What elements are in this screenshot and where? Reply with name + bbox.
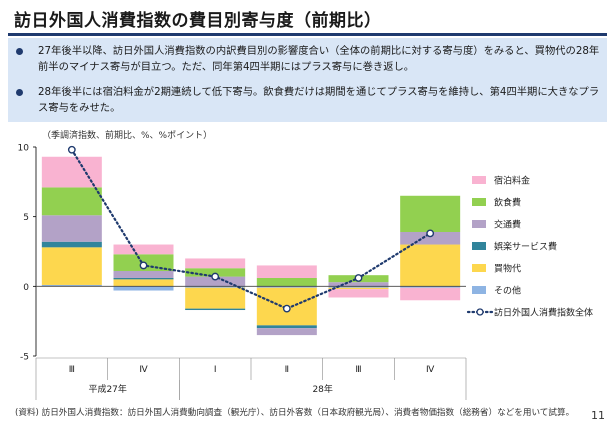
bar-segment: [41, 247, 102, 285]
bullet-text: 27年後半以降、訪日外国人消費指数の内訳費目別の影響度合い（全体の前期比に対する…: [38, 45, 600, 73]
x-tick-label: Ⅰ: [214, 365, 217, 375]
legend-swatch: [472, 242, 486, 250]
bar-segment: [185, 287, 246, 309]
bar-segment: [41, 241, 102, 248]
legend-swatch: [472, 286, 486, 294]
bar-segment: [185, 308, 246, 311]
bar-segment: [400, 286, 461, 288]
summary-box: 27年後半以降、訪日外国人消費指数の内訳費目別の影響度合い（全体の前期比に対する…: [8, 38, 607, 122]
x-tick-label: Ⅲ: [69, 365, 75, 375]
bullet-text: 28年後半には宿泊料金が2期連続して低下寄与。飲食費だけは期間を通じてプラス寄与…: [38, 86, 600, 114]
bar-segment: [328, 287, 389, 290]
x-tick-label: Ⅳ: [426, 365, 435, 375]
bar-segment: [328, 282, 389, 287]
y-tick-label: 10: [18, 144, 30, 154]
legend-swatch: [472, 176, 486, 184]
bar-segment: [256, 265, 317, 278]
legend-label: 交通費: [494, 219, 521, 231]
bar-segment: [41, 215, 102, 242]
y-tick-label: 0: [23, 283, 29, 293]
bar-segment: [113, 271, 174, 278]
slide-title: 訪日外国人消費指数の費目別寄与度（前期比）: [14, 11, 382, 31]
bar-segment: [400, 195, 461, 232]
legend-label: 訪日外国人消費指数全体: [494, 307, 593, 319]
bar-segment: [41, 284, 102, 287]
bar-segment: [256, 328, 317, 336]
total-index-point: [426, 229, 435, 238]
bar-segment: [256, 286, 317, 288]
legend-swatch: [472, 264, 486, 272]
bar-segment: [328, 289, 389, 298]
bar-segment: [400, 287, 461, 301]
bar-segment: [185, 268, 246, 277]
y-tick-label: -5: [20, 353, 29, 363]
legend-label: 飲食費: [494, 197, 521, 209]
total-index-point: [211, 272, 220, 281]
total-index-point: [354, 274, 363, 282]
legend-label: 買物代: [494, 263, 521, 275]
bar-segment: [41, 156, 102, 188]
bar-segment: [400, 231, 461, 245]
legend-swatch: [472, 198, 486, 206]
source-note: (資料) 訪日外国人消費指数：訪日外国人消費動向調査（観光庁）、訪日外客数（日本…: [15, 408, 575, 418]
bar-segment: [256, 277, 317, 287]
chart-unit-note: （季調済指数、前期比、%、%ポイント）: [42, 131, 213, 141]
total-index-point: [139, 261, 148, 270]
x-tick-label: Ⅱ: [285, 365, 289, 375]
bar-segment: [41, 187, 102, 216]
legend-line-marker: [476, 308, 484, 316]
bar-segment: [185, 276, 246, 287]
bar-segment: [400, 244, 461, 287]
bullet-dot-icon: [16, 89, 23, 96]
bar-segment: [113, 286, 174, 291]
bar-segment: [113, 279, 174, 287]
bar-segment: [185, 258, 246, 269]
year-group-label: 平成27年: [88, 383, 126, 395]
bullet-item: 28年後半には宿泊料金が2期連続して低下寄与。飲食費だけは期間を通じてプラス寄与…: [16, 85, 604, 116]
legend-label: 宿泊料金: [494, 175, 530, 187]
total-index-point: [282, 304, 291, 313]
total-index-line: [70, 148, 432, 310]
legend-label: 娯楽サービス費: [494, 241, 557, 253]
bar-segment: [328, 286, 389, 288]
y-tick-label: 5: [23, 213, 29, 223]
total-index-point: [67, 145, 76, 154]
x-tick-label: Ⅲ: [355, 365, 361, 375]
x-tick-label: Ⅳ: [139, 365, 148, 375]
bar-segment: [113, 277, 174, 280]
bar-segment: [256, 325, 317, 329]
legend-label: その他: [494, 285, 521, 297]
page-number: 11: [591, 409, 605, 422]
bar-segment: [113, 244, 174, 255]
bullet-dot-icon: [16, 48, 23, 55]
year-group-label: 28年: [312, 383, 332, 395]
bar-segment: [185, 286, 246, 288]
title-rule: [8, 33, 607, 36]
legend-swatch: [472, 220, 486, 228]
bullet-item: 27年後半以降、訪日外国人消費指数の内訳費目別の影響度合い（全体の前期比に対する…: [16, 44, 604, 75]
